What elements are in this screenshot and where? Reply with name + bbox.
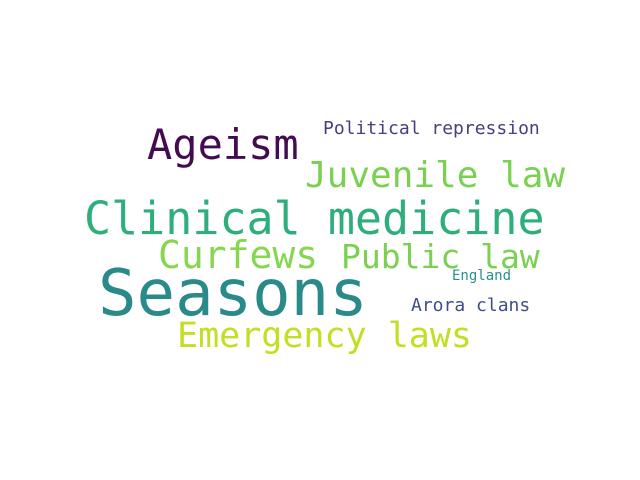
word-curfews: Curfews: [158, 233, 319, 277]
word-arora-clans: Arora clans: [411, 295, 531, 316]
word-ageism: Ageism: [147, 120, 299, 169]
word-england: England: [452, 268, 512, 284]
word-political-repression: Political repression: [323, 118, 540, 139]
word-juvenile-law: Juvenile law: [305, 155, 566, 196]
word-emergency-laws: Emergency laws: [177, 316, 473, 356]
word-clinical-medicine: Clinical medicine: [84, 192, 545, 245]
word-seasons: Seasons: [98, 257, 368, 331]
word-public-law: Public law: [341, 237, 540, 276]
